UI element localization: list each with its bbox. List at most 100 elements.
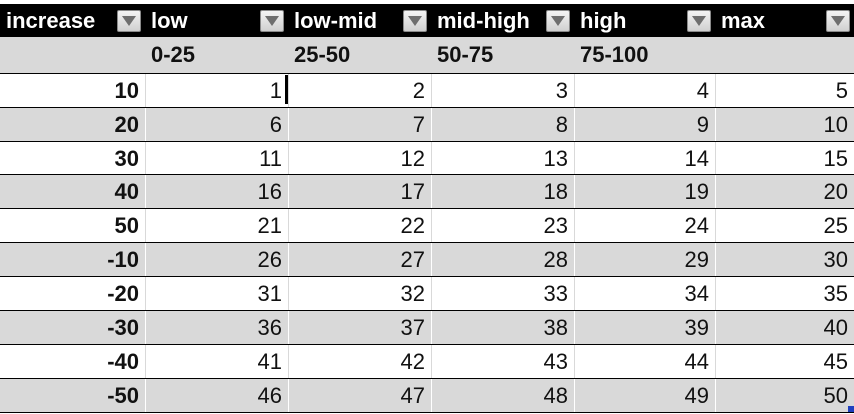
- value-cell[interactable]: 30: [715, 243, 854, 276]
- value-cell[interactable]: 27: [288, 243, 431, 276]
- value-cell[interactable]: 44: [574, 345, 715, 378]
- value-cell[interactable]: 2: [288, 74, 431, 107]
- row-divider: [0, 73, 854, 74]
- row-divider: [0, 310, 854, 311]
- value-cell[interactable]: 41: [145, 345, 288, 378]
- increase-cell[interactable]: 50: [114, 212, 139, 238]
- value-cell[interactable]: 14: [574, 142, 715, 175]
- value-cell[interactable]: 23: [431, 209, 574, 242]
- value-cell[interactable]: 24: [574, 209, 715, 242]
- value-cell[interactable]: 37: [288, 311, 431, 344]
- value-cell[interactable]: 16: [145, 175, 288, 208]
- row-divider: [0, 412, 854, 413]
- chevron-down-icon: [551, 15, 565, 26]
- value-cell[interactable]: 48: [431, 379, 574, 412]
- value-cell[interactable]: 45: [715, 345, 854, 378]
- chevron-down-icon: [831, 15, 845, 26]
- value-cell[interactable]: 7: [288, 108, 431, 141]
- value-cell[interactable]: 22: [288, 209, 431, 242]
- table-row: -30 36 37 38 39 40: [0, 311, 854, 344]
- range-cell[interactable]: [0, 37, 145, 73]
- value-cell[interactable]: 13: [431, 142, 574, 175]
- header-label-increase: increase: [6, 7, 96, 33]
- value-cell[interactable]: 33: [431, 277, 574, 310]
- header-cell-mid-high[interactable]: mid-high: [431, 4, 574, 37]
- increase-cell[interactable]: -40: [107, 348, 139, 374]
- row-divider: [0, 276, 854, 277]
- value-cell[interactable]: 28: [431, 243, 574, 276]
- value-cell[interactable]: 50: [715, 379, 854, 412]
- increase-cell[interactable]: -10: [107, 246, 139, 272]
- value-cell[interactable]: 1: [145, 74, 288, 107]
- header-cell-increase[interactable]: increase: [0, 4, 145, 37]
- row-divider: [0, 141, 854, 142]
- increase-cell[interactable]: -50: [107, 382, 139, 408]
- chevron-down-icon: [265, 15, 279, 26]
- filter-dropdown-high[interactable]: [687, 9, 711, 32]
- row-divider: [0, 107, 854, 108]
- header-label-high: high: [580, 7, 627, 33]
- value-cell[interactable]: 4: [574, 74, 715, 107]
- chevron-down-icon: [122, 15, 136, 26]
- increase-cell[interactable]: 30: [114, 145, 139, 171]
- increase-cell[interactable]: 40: [114, 178, 139, 204]
- value-cell[interactable]: 21: [145, 209, 288, 242]
- increase-cell[interactable]: 20: [114, 111, 139, 137]
- range-cell[interactable]: 25-50: [294, 42, 351, 67]
- header-label-low-mid: low-mid: [294, 7, 378, 33]
- value-cell[interactable]: 10: [715, 108, 854, 141]
- value-cell[interactable]: 31: [145, 277, 288, 310]
- value-cell[interactable]: 15: [715, 142, 854, 175]
- filter-dropdown-low-mid[interactable]: [403, 9, 427, 32]
- value-cell[interactable]: 5: [715, 74, 854, 107]
- value-cell[interactable]: 40: [715, 311, 854, 344]
- value-cell[interactable]: 17: [288, 175, 431, 208]
- value-cell[interactable]: 11: [145, 142, 288, 175]
- value-cell[interactable]: 42: [288, 345, 431, 378]
- range-cell[interactable]: 0-25: [151, 42, 196, 67]
- header-label-mid-high: mid-high: [437, 7, 530, 33]
- chevron-down-icon: [692, 15, 706, 26]
- row-divider: [0, 344, 854, 345]
- value-cell[interactable]: 19: [574, 175, 715, 208]
- header-cell-low[interactable]: low: [145, 4, 288, 37]
- row-divider: [0, 242, 854, 243]
- range-cell[interactable]: 75-100: [580, 42, 649, 67]
- value-cell[interactable]: 12: [288, 142, 431, 175]
- row-divider: [0, 208, 854, 209]
- filter-dropdown-increase[interactable]: [117, 9, 141, 32]
- value-cell[interactable]: 20: [715, 175, 854, 208]
- value-cell[interactable]: 47: [288, 379, 431, 412]
- value-cell[interactable]: 35: [715, 277, 854, 310]
- header-cell-high[interactable]: high: [574, 4, 715, 37]
- filter-dropdown-low[interactable]: [260, 9, 284, 32]
- header-cell-low-mid[interactable]: low-mid: [288, 4, 431, 37]
- value-cell[interactable]: 3: [431, 74, 574, 107]
- value-cell[interactable]: 38: [431, 311, 574, 344]
- range-cell[interactable]: [715, 37, 854, 73]
- increase-cell[interactable]: 10: [114, 77, 139, 103]
- value-cell[interactable]: 29: [574, 243, 715, 276]
- filter-dropdown-max[interactable]: [826, 9, 850, 32]
- value-cell[interactable]: 18: [431, 175, 574, 208]
- value-cell[interactable]: 49: [574, 379, 715, 412]
- header-cell-max[interactable]: max: [715, 4, 854, 37]
- value-cell[interactable]: 9: [574, 108, 715, 141]
- value-cell[interactable]: 6: [145, 108, 288, 141]
- value-cell[interactable]: 26: [145, 243, 288, 276]
- value-cell[interactable]: 8: [431, 108, 574, 141]
- value-cell[interactable]: 39: [574, 311, 715, 344]
- increase-cell[interactable]: -20: [107, 280, 139, 306]
- value-cell[interactable]: 34: [574, 277, 715, 310]
- selection-fill-handle[interactable]: [848, 406, 854, 412]
- increase-cell[interactable]: -30: [107, 314, 139, 340]
- filter-dropdown-mid-high[interactable]: [546, 9, 570, 32]
- value-cell[interactable]: 32: [288, 277, 431, 310]
- range-cell[interactable]: 50-75: [437, 42, 494, 67]
- value-cell[interactable]: 46: [145, 379, 288, 412]
- value-cell[interactable]: 43: [431, 345, 574, 378]
- value-cell[interactable]: 25: [715, 209, 854, 242]
- row-divider: [0, 378, 854, 379]
- value-cell[interactable]: 36: [145, 311, 288, 344]
